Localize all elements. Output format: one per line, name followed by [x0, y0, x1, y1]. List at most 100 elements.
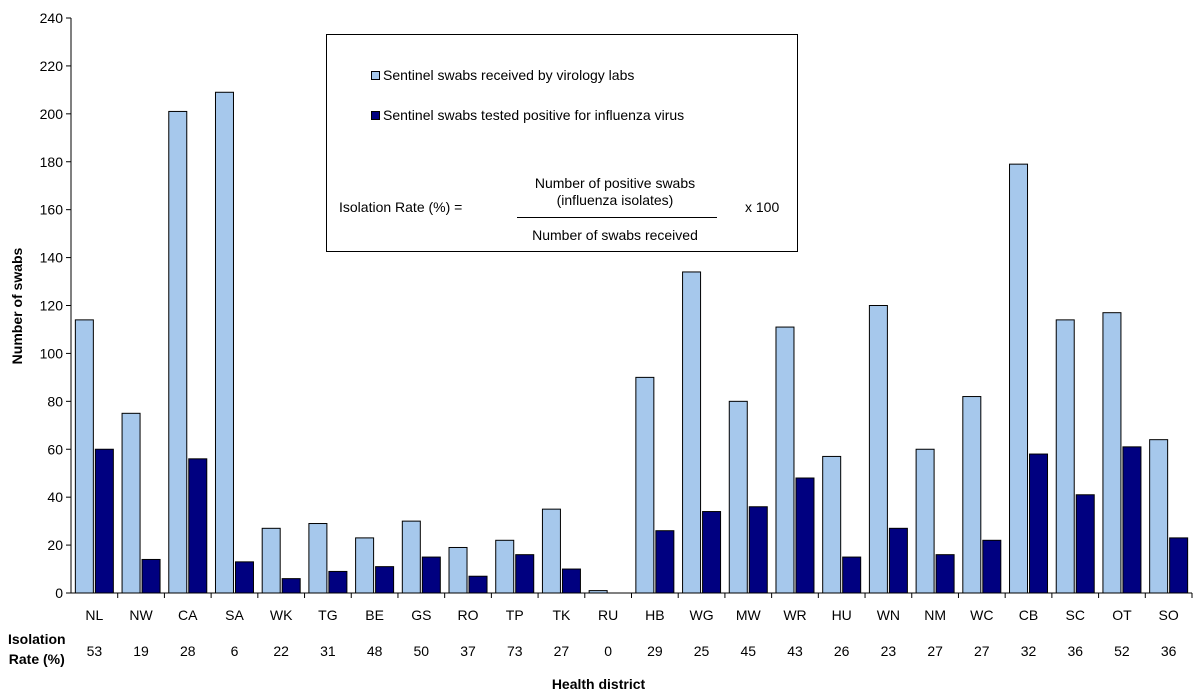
y-tick-label: 220: [40, 58, 64, 74]
x-tick-label: SA: [225, 607, 244, 623]
bars: [74, 91, 1189, 594]
formula-multiplier: x 100: [745, 199, 780, 215]
bar-positive: [141, 558, 161, 594]
isolation-rate-value: 48: [367, 643, 383, 659]
isolation-rate-value: 28: [180, 643, 196, 659]
bar-positive: [1029, 453, 1049, 594]
x-tick-label: OT: [1112, 607, 1132, 623]
bar-received: [635, 376, 655, 594]
legend-item-positive: Sentinel swabs tested positive for influ…: [371, 107, 684, 123]
isolation-rate-value: 27: [974, 643, 990, 659]
bar-positive: [328, 570, 348, 594]
formula-numerator: Number of positive swabs (influenza isol…: [513, 175, 717, 209]
isolation-rate-value: 29: [647, 643, 663, 659]
isolation-rate-value: 52: [1114, 643, 1130, 659]
x-tick-label: TP: [506, 607, 524, 623]
bar-positive: [888, 527, 908, 594]
bar-positive: [421, 556, 441, 594]
bar-positive: [1122, 446, 1142, 594]
y-tick-label: 80: [47, 393, 63, 409]
bar-positive: [842, 556, 862, 594]
y-axis-title: Number of swabs: [9, 247, 25, 364]
bar-received: [728, 400, 748, 594]
y-tick-label: 160: [40, 202, 64, 218]
bar-received: [682, 271, 702, 594]
x-tick-label: WK: [270, 607, 293, 623]
y-tick-label: 60: [47, 441, 63, 457]
legend-label-positive: Sentinel swabs tested positive for influ…: [383, 107, 685, 123]
bar-positive: [795, 477, 815, 594]
bar-positive: [655, 530, 675, 594]
x-axis-ticks: NL NW CA SA WK TG BE GS RO TP TK RU HB WG MW WR HU WN NM WC…: [85, 593, 1193, 623]
isolation-rate-value: 26: [834, 643, 850, 659]
bar-positive: [234, 561, 254, 594]
isolation-rate-label-line2: Rate (%): [8, 651, 65, 667]
bar-received: [121, 412, 141, 594]
bar-positive: [188, 458, 208, 594]
isolation-rate-value: 27: [927, 643, 943, 659]
bar-received: [1149, 439, 1169, 594]
formula-fraction-line: [517, 217, 717, 218]
bar-received: [401, 520, 421, 594]
bar-positive: [935, 554, 955, 594]
legend-swatch-positive: [371, 110, 380, 120]
bar-received: [448, 546, 468, 594]
bar-received: [541, 508, 561, 594]
bar-received: [261, 527, 281, 594]
x-tick-label: CA: [178, 607, 198, 623]
formula-label: Isolation Rate (%) =: [339, 199, 463, 215]
legend-item-received: Sentinel swabs received by virology labs: [371, 67, 634, 83]
y-tick-label: 0: [55, 585, 63, 601]
legend-label-received: Sentinel swabs received by virology labs: [383, 67, 635, 83]
bar-received: [1009, 163, 1029, 594]
bar-received: [775, 326, 795, 594]
bar-positive: [561, 568, 581, 594]
bar-received: [822, 455, 842, 594]
legend: Sentinel swabs received by virology labs…: [326, 34, 798, 252]
isolation-rate-value: 50: [414, 643, 430, 659]
bar-received: [74, 319, 94, 594]
x-tick-label: HB: [645, 607, 664, 623]
bar-positive: [702, 511, 722, 594]
isolation-rate-value: 19: [133, 643, 149, 659]
bar-received: [915, 448, 935, 594]
isolation-rate-value: 22: [273, 643, 289, 659]
isolation-rate-value: 43: [787, 643, 803, 659]
isolation-rate-value: 36: [1067, 643, 1083, 659]
x-tick-label: TG: [318, 607, 337, 623]
x-tick-label: CB: [1019, 607, 1038, 623]
x-tick-label: SO: [1159, 607, 1179, 623]
isolation-rate-value: 53: [87, 643, 103, 659]
x-tick-label: BE: [365, 607, 384, 623]
formula-numerator-line2: (influenza isolates): [556, 192, 674, 208]
x-tick-label: MW: [736, 607, 762, 623]
bar-received: [495, 539, 515, 594]
isolation-rate-value: 0: [604, 643, 612, 659]
bar-positive: [982, 539, 1002, 594]
y-tick-label: 180: [40, 154, 64, 170]
bar-received: [355, 537, 375, 594]
bar-received: [1102, 312, 1122, 594]
x-tick-label: RO: [458, 607, 479, 623]
isolation-rate-value: 45: [740, 643, 756, 659]
y-tick-label: 100: [40, 345, 64, 361]
x-tick-label: WG: [690, 607, 714, 623]
y-tick-label: 20: [47, 537, 63, 553]
isolation-rate-value: 32: [1021, 643, 1037, 659]
x-tick-label: SC: [1066, 607, 1085, 623]
bar-positive: [1075, 494, 1095, 594]
isolation-rate-value: 36: [1161, 643, 1177, 659]
bar-received: [308, 523, 328, 594]
isolation-rate-value: 6: [231, 643, 239, 659]
bar-received: [868, 305, 888, 594]
x-axis-title: Health district: [551, 676, 646, 692]
isolation-rate-label: Isolation Rate (%): [8, 629, 66, 669]
x-tick-label: WN: [877, 607, 900, 623]
bar-positive: [515, 554, 535, 594]
formula-numerator-line1: Number of positive swabs: [534, 175, 696, 191]
bar-positive: [748, 506, 768, 594]
bar-positive: [1169, 537, 1189, 594]
legend-swatch-received: [371, 70, 380, 80]
formula-denominator: Number of swabs received: [532, 227, 698, 243]
bar-received: [1055, 319, 1075, 594]
